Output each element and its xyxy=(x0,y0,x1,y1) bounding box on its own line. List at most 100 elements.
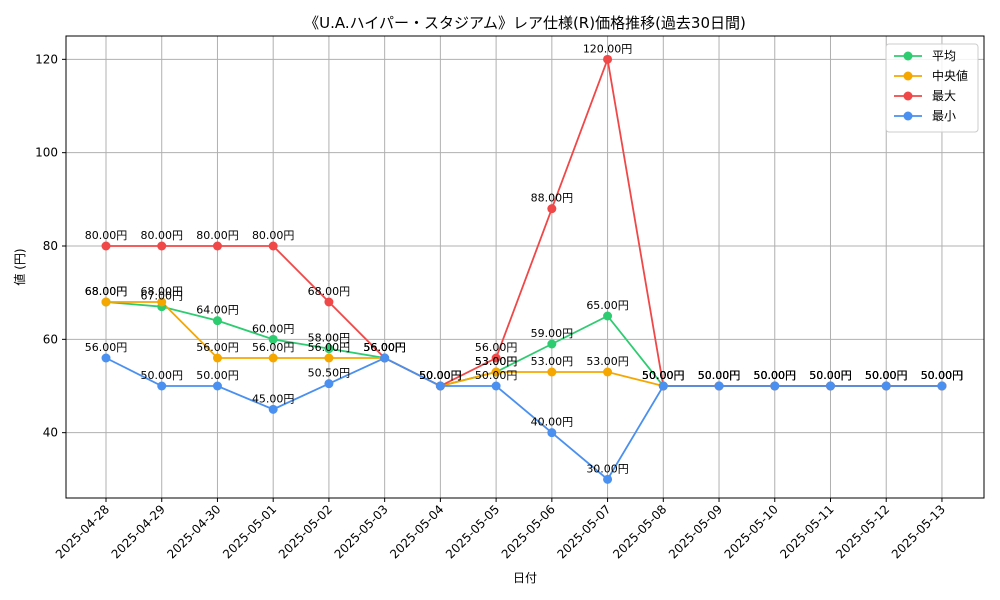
x-tick-label: 2025-05-06 xyxy=(499,502,558,561)
data-point xyxy=(324,379,334,389)
data-label: 56.00円 xyxy=(85,341,128,354)
data-label: 68.00円 xyxy=(140,285,183,298)
x-tick-label: 2025-05-13 xyxy=(889,502,948,561)
data-point xyxy=(658,381,668,391)
data-point xyxy=(603,367,613,377)
data-label: 58.00円 xyxy=(308,332,351,345)
data-label: 80.00円 xyxy=(196,229,239,242)
x-tick-label: 2025-04-28 xyxy=(53,502,112,561)
data-label: 45.00円 xyxy=(252,392,295,405)
data-label: 50.00円 xyxy=(642,369,685,382)
data-label: 80.00円 xyxy=(140,229,183,242)
data-label: 50.00円 xyxy=(140,369,183,382)
y-axis-label: 値 (円) xyxy=(12,248,27,285)
data-label: 56.00円 xyxy=(252,341,295,354)
data-label: 68.00円 xyxy=(85,285,128,298)
data-label: 50.00円 xyxy=(809,369,852,382)
data-labels: 68.00円 67.00円64.00円60.00円58.00円56.00円50.0… xyxy=(85,42,963,475)
data-point xyxy=(268,241,278,251)
x-tick-label: 2025-05-07 xyxy=(554,502,613,561)
plot-frame xyxy=(65,35,985,499)
data-point xyxy=(324,344,334,354)
data-point xyxy=(881,381,891,391)
legend-label: 中央値 xyxy=(932,68,968,83)
data-point xyxy=(547,367,557,377)
data-point xyxy=(268,404,278,414)
data-point xyxy=(380,353,390,363)
legend-label: 最小 xyxy=(932,109,956,123)
data-label: 80.00円 xyxy=(85,229,128,242)
y-tick-label: 40 xyxy=(43,426,58,440)
data-label: 56.00円 xyxy=(363,341,406,354)
data-label: 68.00円 xyxy=(85,285,128,298)
data-label: 53.00円 xyxy=(531,355,574,368)
data-point xyxy=(324,297,334,307)
data-label: 120.00円 xyxy=(583,42,633,55)
data-label: 50.00円 xyxy=(698,369,741,382)
legend-label: 最大 xyxy=(932,89,956,103)
x-tick-label: 2025-05-11 xyxy=(777,502,836,561)
x-axis-label: 日付 xyxy=(513,571,537,585)
data-label: 53.00円 xyxy=(475,355,518,368)
series-line xyxy=(105,357,942,481)
data-label: 60.00円 xyxy=(252,322,295,335)
data-label: 50.00円 xyxy=(754,369,797,382)
x-tick-label: 2025-04-30 xyxy=(164,502,223,561)
data-point xyxy=(770,381,780,391)
data-label: 56.00円 xyxy=(475,341,518,354)
legend-box xyxy=(885,43,979,133)
data-label: 53.00円 xyxy=(475,355,518,368)
data-label: 56.00円 xyxy=(363,341,406,354)
data-point xyxy=(268,353,278,363)
y-axis: 40 60 80 100 120 xyxy=(35,52,66,440)
data-point xyxy=(714,381,724,391)
series-line xyxy=(106,55,942,388)
legend-swatch-marker xyxy=(903,111,913,121)
data-label: 50.00円 xyxy=(642,369,685,382)
data-label: 50.00円 xyxy=(809,369,852,382)
x-tick-label: 2025-05-08 xyxy=(610,502,669,561)
data-point xyxy=(157,241,167,251)
data-label: 65.00円 xyxy=(586,299,629,312)
data-label: 50.00円 xyxy=(865,369,908,382)
data-label: 50.00円 xyxy=(642,369,685,382)
data-point xyxy=(603,311,613,321)
x-tick-label: 2025-05-03 xyxy=(332,502,391,561)
data-label: 50.00円 xyxy=(921,369,964,382)
data-label: 50.00円 xyxy=(754,369,797,382)
data-label: 56.00円 xyxy=(196,341,239,354)
data-point xyxy=(491,381,501,391)
data-point xyxy=(268,334,278,344)
data-label: 56.00円 xyxy=(308,341,351,354)
data-point xyxy=(212,381,222,391)
series-points xyxy=(101,54,947,484)
data-label: 50.00円 xyxy=(865,369,908,382)
legend-swatch-marker xyxy=(903,71,913,81)
data-point xyxy=(101,353,111,363)
data-point xyxy=(212,241,222,251)
data-point xyxy=(547,339,557,349)
data-point xyxy=(212,353,222,363)
data-point xyxy=(491,353,501,363)
y-tick-label: 80 xyxy=(43,239,58,253)
data-point xyxy=(491,367,501,377)
legend-swatch-marker xyxy=(903,91,913,101)
data-label: 59.00円 xyxy=(531,327,574,340)
data-point xyxy=(324,353,334,363)
data-point xyxy=(157,297,167,307)
y-tick-label: 100 xyxy=(35,146,58,160)
x-tick-label: 2025-05-05 xyxy=(443,502,502,561)
data-label: 50.00円 xyxy=(419,369,462,382)
data-point xyxy=(603,474,613,484)
data-point xyxy=(157,381,167,391)
data-point xyxy=(212,316,222,326)
chart-title: 《U.A.ハイパー・スタジアム》レア仕様(R)価格推移(過去30日間) xyxy=(304,14,746,32)
data-point xyxy=(547,428,557,438)
data-label: 56.00円 xyxy=(363,341,406,354)
y-tick-label: 60 xyxy=(43,332,58,346)
x-tick-label: 2025-05-02 xyxy=(276,502,335,561)
data-label: 56.00円 xyxy=(363,341,406,354)
data-label: 50.00円 xyxy=(921,369,964,382)
x-tick-label: 2025-05-10 xyxy=(722,502,781,561)
